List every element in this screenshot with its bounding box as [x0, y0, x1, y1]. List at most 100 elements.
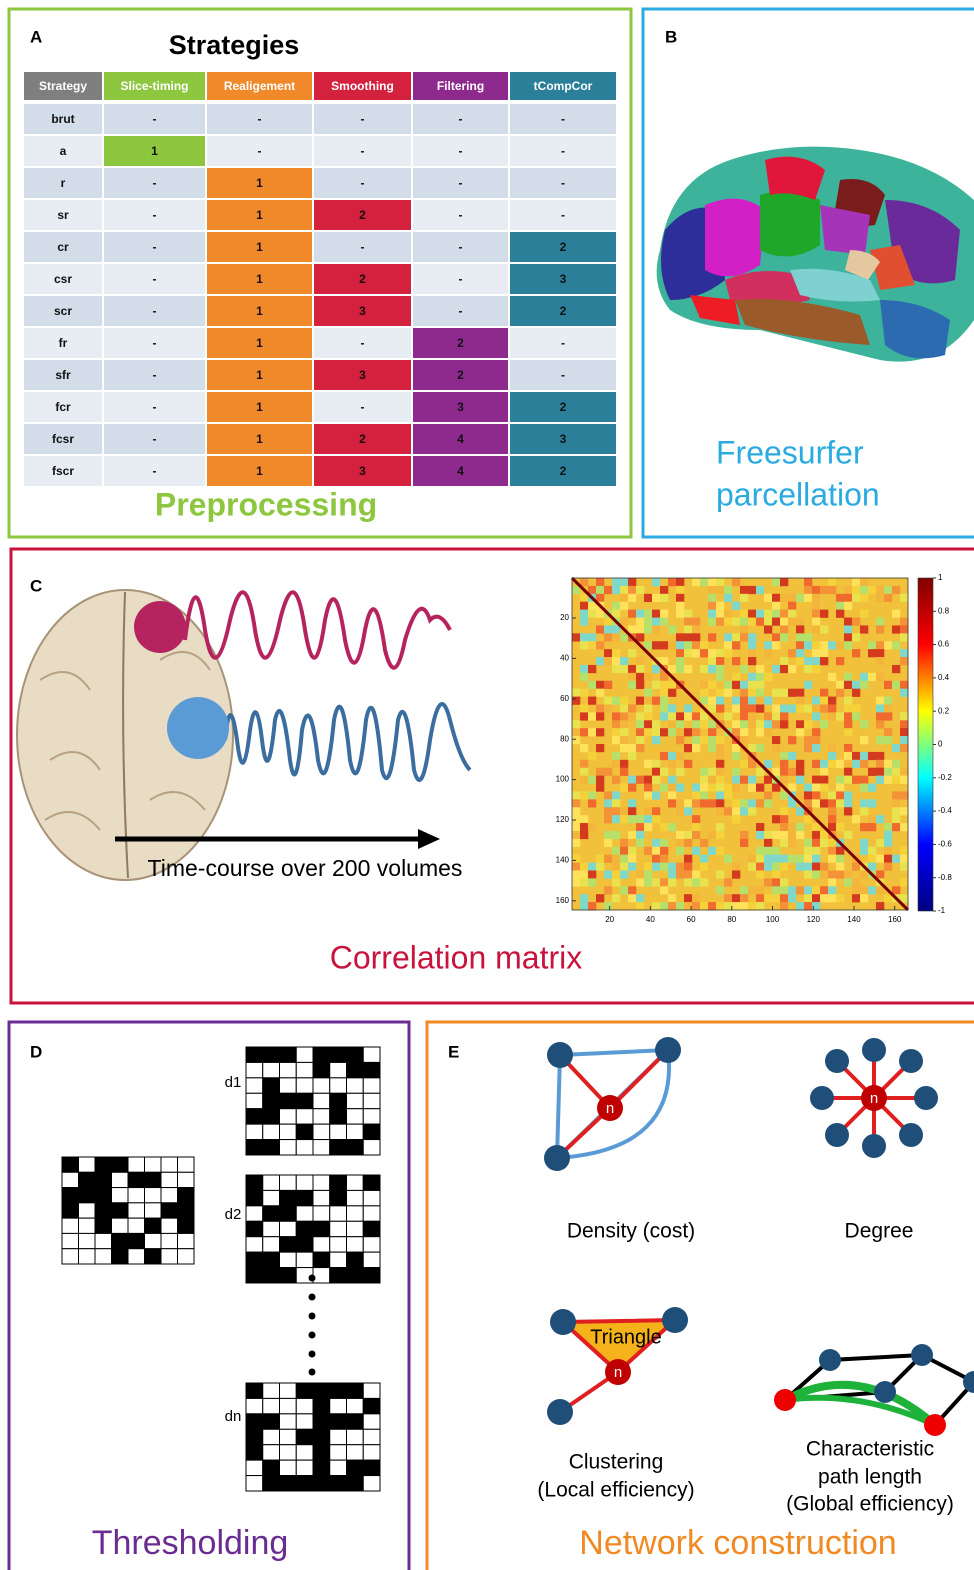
matrix-cell — [363, 1237, 380, 1252]
matrix-cell — [732, 697, 740, 705]
matrix-cell — [684, 894, 692, 902]
matrix-cell — [836, 847, 844, 855]
matrix-cell — [812, 594, 820, 602]
matrix-cell — [596, 594, 604, 602]
matrix-cell — [900, 720, 908, 728]
matrix-cell — [772, 863, 780, 871]
matrix-cell — [756, 697, 764, 705]
matrix-cell — [764, 799, 772, 807]
matrix-cell — [868, 641, 876, 649]
measure-label: path length — [818, 1466, 922, 1489]
cell-text: - — [153, 176, 157, 190]
matrix-cell — [732, 799, 740, 807]
matrix-cell — [660, 712, 668, 720]
cell-text: - — [361, 336, 365, 350]
matrix-cell — [246, 1109, 263, 1124]
matrix-cell — [748, 649, 756, 657]
matrix-cell — [330, 1398, 347, 1413]
matrix-cell — [313, 1476, 330, 1491]
matrix-cell — [636, 815, 644, 823]
matrix-cell — [330, 1047, 347, 1062]
matrix-cell — [363, 1460, 380, 1475]
matrix-cell — [313, 1221, 330, 1236]
matrix-cell — [732, 657, 740, 665]
colorbar-tick-label: -0.8 — [938, 873, 952, 882]
matrix-cell — [708, 602, 716, 610]
matrix-cell — [900, 823, 908, 831]
matrix-cell — [716, 736, 724, 744]
matrix-cell — [764, 594, 772, 602]
matrix-cell — [580, 610, 588, 618]
matrix-cell — [876, 657, 884, 665]
matrix-cell — [612, 697, 620, 705]
matrix-cell — [756, 784, 764, 792]
matrix-cell — [804, 594, 812, 602]
matrix-cell — [572, 697, 580, 705]
matrix-cell — [660, 752, 668, 760]
matrix-cell — [612, 720, 620, 728]
matrix-cell — [900, 863, 908, 871]
matrix-cell — [812, 641, 820, 649]
matrix-cell — [708, 649, 716, 657]
matrix-cell — [708, 902, 716, 910]
matrix-cell — [79, 1157, 96, 1172]
matrix-cell — [652, 681, 660, 689]
matrix-cell — [796, 720, 804, 728]
matrix-cell — [804, 791, 812, 799]
matrix-cell — [280, 1221, 297, 1236]
matrix-cell — [296, 1124, 313, 1139]
matrix-cell — [852, 633, 860, 641]
matrix-cell — [363, 1429, 380, 1444]
matrix-cell — [612, 815, 620, 823]
matrix-cell — [676, 578, 684, 586]
matrix-cell — [636, 681, 644, 689]
matrix-cell — [804, 665, 812, 673]
matrix-cell — [652, 768, 660, 776]
matrix-cell — [780, 807, 788, 815]
matrix-cell — [684, 728, 692, 736]
matrix-cell — [676, 847, 684, 855]
matrix-cell — [588, 665, 596, 673]
matrix-cell — [280, 1175, 297, 1190]
matrix-cell — [748, 784, 756, 792]
matrix-cell — [263, 1460, 280, 1475]
figure: A Strategies StrategySlice-timingRealige… — [0, 0, 974, 1570]
matrix-cell — [884, 831, 892, 839]
cell-text: 4 — [457, 464, 464, 478]
matrix-cell — [580, 744, 588, 752]
matrix-cell — [812, 625, 820, 633]
matrix-cell — [748, 744, 756, 752]
matrix-cell — [852, 752, 860, 760]
caption: Thresholding — [92, 1524, 289, 1562]
matrix-cell — [812, 886, 820, 894]
matrix-cell — [280, 1414, 297, 1429]
matrix-cell — [748, 681, 756, 689]
cell-text: 1 — [151, 144, 158, 158]
matrix-cell — [772, 784, 780, 792]
matrix-cell — [796, 657, 804, 665]
matrix-cell — [884, 586, 892, 594]
matrix-cell — [860, 839, 868, 847]
matrix-cell — [652, 776, 660, 784]
cell-text: - — [561, 176, 565, 190]
matrix-cell — [812, 870, 820, 878]
cell-text: 3 — [560, 272, 567, 286]
matrix-cell — [313, 1429, 330, 1444]
matrix-cell — [347, 1093, 364, 1108]
matrix-cell — [828, 855, 836, 863]
matrix-cell — [700, 784, 708, 792]
measure-label: Clustering — [569, 1451, 664, 1474]
y-tick-label: 140 — [556, 856, 570, 865]
matrix-cell — [280, 1268, 297, 1283]
matrix-cell — [764, 863, 772, 871]
matrix-cell — [112, 1188, 129, 1203]
matrix-cell — [716, 870, 724, 878]
matrix-cell — [868, 799, 876, 807]
matrix-cell — [684, 870, 692, 878]
matrix-cell — [868, 863, 876, 871]
matrix-cell — [700, 720, 708, 728]
matrix-cell — [764, 878, 772, 886]
matrix-cell — [708, 847, 716, 855]
matrix-cell — [676, 784, 684, 792]
matrix-cell — [112, 1172, 129, 1187]
